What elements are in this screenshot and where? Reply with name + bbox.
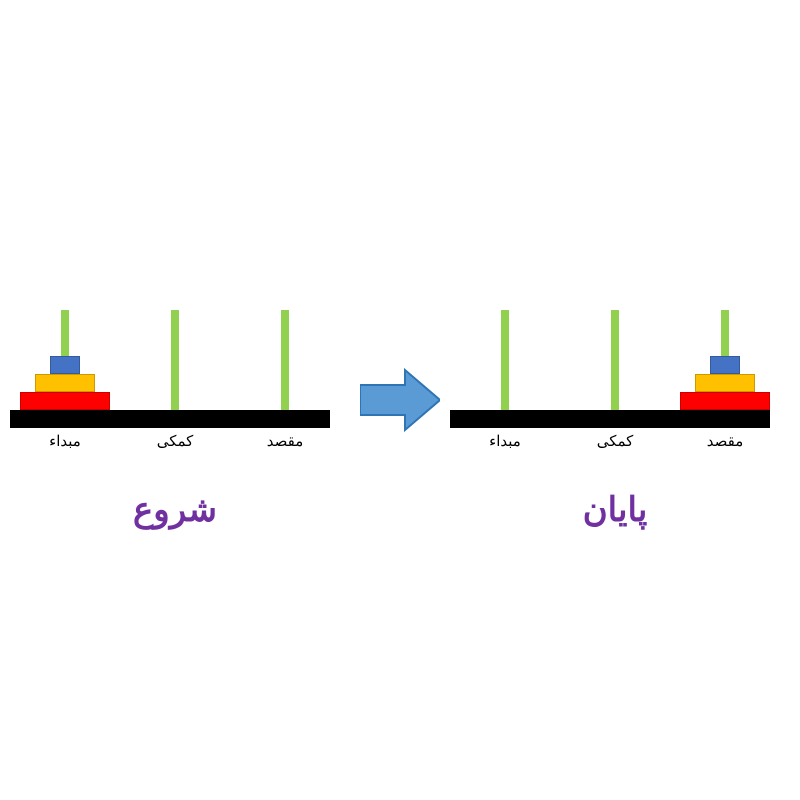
peg-aux xyxy=(171,310,179,410)
disk-small xyxy=(50,356,80,374)
peg-source xyxy=(501,310,509,410)
disk-small xyxy=(710,356,740,374)
peg-aux-label: کمکی xyxy=(145,432,205,450)
disk-medium xyxy=(695,374,755,392)
disk-medium xyxy=(35,374,95,392)
disk-large xyxy=(20,392,110,410)
arrow-icon xyxy=(360,365,440,435)
peg-dest xyxy=(281,310,289,410)
end-title: پایان xyxy=(460,490,770,530)
peg-source-label: مبداء xyxy=(35,432,95,450)
start-panel: مبداء کمکی مقصد شروع xyxy=(20,290,330,550)
end-panel: مبداء کمکی مقصد پایان xyxy=(460,290,770,550)
peg-aux-label: کمکی xyxy=(585,432,645,450)
base-bar xyxy=(10,410,330,428)
peg-source-label: مبداء xyxy=(475,432,535,450)
start-title: شروع xyxy=(20,490,330,530)
disk-large xyxy=(680,392,770,410)
peg-aux xyxy=(611,310,619,410)
base-bar xyxy=(450,410,770,428)
peg-dest-label: مقصد xyxy=(695,432,755,450)
peg-dest-label: مقصد xyxy=(255,432,315,450)
